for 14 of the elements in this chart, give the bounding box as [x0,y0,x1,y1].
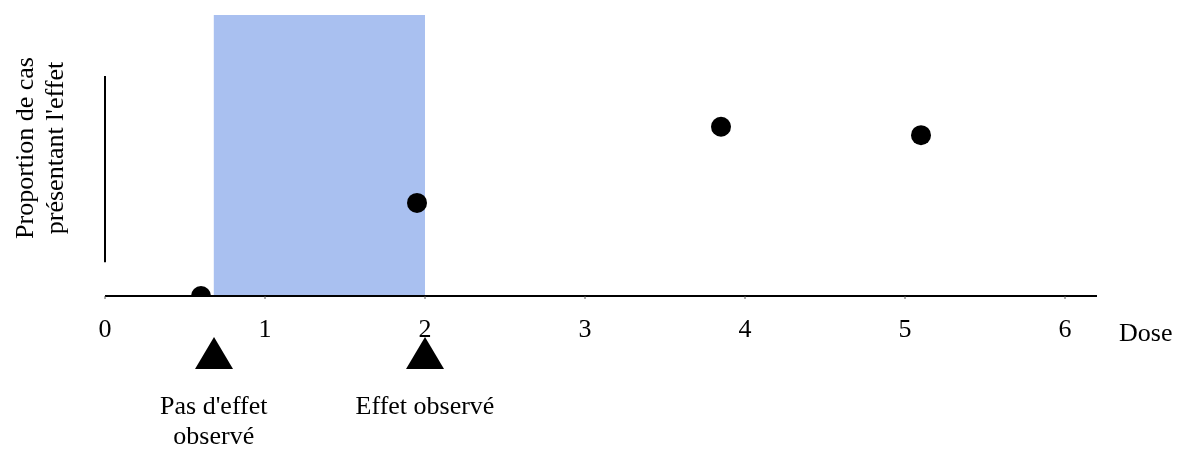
x-tick-label: 3 [578,314,592,344]
point [711,116,731,137]
y-axis-title: Proportion de cas présentant l'effet [10,56,70,241]
x-tick-label: 2 [418,314,432,344]
x-tick-label: 1 [258,314,272,344]
text: Effet observé [354,391,496,421]
x-tick-label: 5 [898,314,912,344]
x-tick-label: 6 [1058,314,1072,344]
text: Pas d'effet observé [159,391,269,449]
x-tick-label: 0 [98,314,112,344]
x-axis-title: Dose [1119,318,1173,348]
x-tick-label: 4 [738,314,752,344]
point [911,125,931,146]
point [407,192,427,213]
